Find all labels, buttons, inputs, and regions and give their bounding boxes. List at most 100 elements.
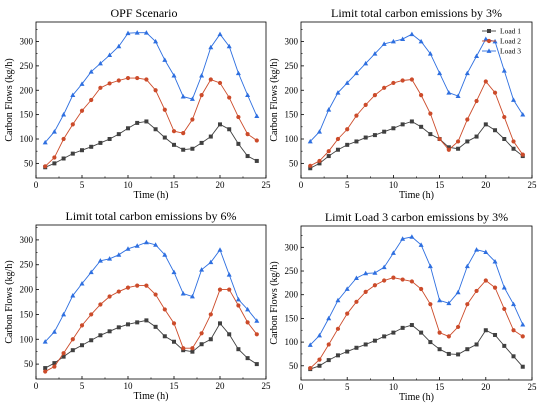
data-point-square (52, 161, 57, 166)
x-tick-label: 25 (262, 381, 272, 391)
data-point-triangle (316, 129, 322, 134)
y-axis-label: Carbon Flows (kg/h) (4, 260, 15, 343)
data-point-square (135, 320, 140, 325)
data-point-circle (61, 136, 66, 142)
data-point-triangle (217, 31, 223, 37)
data-point-circle (428, 302, 433, 307)
x-axis-label: Time (h) (399, 190, 434, 201)
data-point-triangle (70, 92, 76, 98)
data-point-circle (52, 155, 57, 160)
x-tick-label: 0 (34, 381, 39, 391)
data-point-triangle (143, 30, 149, 35)
data-point-square (162, 135, 167, 140)
data-point-triangle (235, 70, 241, 76)
data-point-triangle (492, 258, 498, 264)
x-tick-label: 20 (481, 382, 491, 392)
data-point-circle (465, 302, 470, 307)
chart-panel-4: 0 5 10 15 20 25 50 100 150 200 250 300 Limit Load 3 … (269, 210, 537, 403)
data-point-triangle (464, 70, 470, 76)
y-tick-label: 100 (285, 134, 299, 144)
data-point-square (116, 325, 121, 330)
chart-title: Limit Load 3 carbon emissions by 3% (325, 210, 508, 224)
data-point-square (465, 139, 470, 144)
data-point-circle (190, 117, 195, 122)
data-point-square (474, 342, 479, 347)
data-point-triangle (344, 80, 350, 85)
data-point-circle (227, 287, 232, 292)
data-point-triangle (61, 311, 67, 317)
data-point-circle (153, 292, 158, 297)
data-point-triangle (437, 297, 443, 303)
y-tick-label: 50 (289, 361, 299, 371)
data-point-circle (43, 164, 48, 169)
x-tick-label: 20 (216, 180, 226, 190)
x-axis-label: Time (h) (399, 392, 434, 403)
data-point-square (391, 330, 396, 335)
data-point-circle (89, 97, 94, 103)
data-point-triangle (446, 90, 452, 95)
data-point-square (98, 140, 103, 145)
data-point-triangle (153, 242, 159, 247)
data-point-circle (236, 303, 241, 308)
data-point-circle (419, 286, 424, 292)
legend-label: Load 2 (500, 37, 521, 46)
data-point-circle (345, 127, 350, 132)
data-point-square (354, 139, 359, 144)
data-point-triangle (390, 250, 396, 255)
data-point-circle (98, 302, 103, 307)
data-point-square (126, 126, 130, 131)
data-point-triangle (344, 286, 350, 291)
data-point-triangle (79, 81, 85, 86)
data-point-square (80, 343, 84, 348)
data-point-circle (171, 321, 177, 326)
data-point-square (80, 148, 84, 153)
y-tick-label: 50 (24, 359, 34, 369)
data-point-square (382, 334, 387, 339)
data-point-triangle (511, 97, 517, 102)
data-point-triangle (353, 275, 359, 281)
y-axis-label: Carbon Flows (kg/h) (4, 58, 15, 141)
data-point-circle (511, 139, 516, 144)
data-point-square (254, 362, 259, 367)
data-point-circle (428, 111, 433, 116)
y-tick-label: 50 (24, 158, 34, 168)
data-point-triangle (42, 339, 48, 344)
data-point-square (483, 122, 488, 127)
legend-marker (486, 48, 492, 53)
data-point-square (144, 119, 149, 124)
x-tick-label: 0 (34, 180, 39, 190)
y-tick-label: 300 (20, 235, 34, 245)
data-point-triangle (409, 31, 415, 37)
data-point-triangle (520, 112, 526, 117)
series-line-load-2 (310, 79, 524, 167)
data-point-square (382, 129, 387, 134)
data-point-triangle (70, 292, 76, 298)
y-axis-label: Carbon Flows (kg/h) (269, 58, 280, 141)
data-point-triangle (226, 272, 232, 277)
data-point-square (52, 361, 57, 366)
data-point-circle (483, 79, 488, 84)
data-point-circle (125, 285, 131, 290)
data-point-square (116, 132, 121, 137)
data-point-square (456, 352, 461, 357)
data-point-triangle (400, 36, 406, 41)
data-point-square (70, 151, 75, 156)
data-point-triangle (427, 51, 433, 56)
data-point-square (61, 354, 66, 359)
data-point-triangle (88, 69, 94, 74)
data-point-circle (245, 320, 250, 325)
data-point-square (493, 128, 498, 133)
x-tick-label: 10 (124, 180, 134, 190)
data-point-circle (326, 342, 331, 347)
series-line-load-1 (310, 120, 524, 169)
data-point-triangle (307, 138, 313, 144)
data-point-square (190, 146, 195, 151)
series-line-load-1 (44, 319, 258, 369)
y-tick-label: 100 (20, 334, 34, 344)
data-point-square (511, 354, 516, 359)
data-point-triangle (427, 263, 433, 269)
data-point-triangle (235, 296, 241, 302)
data-point-triangle (316, 332, 322, 338)
data-point-circle (317, 357, 322, 362)
